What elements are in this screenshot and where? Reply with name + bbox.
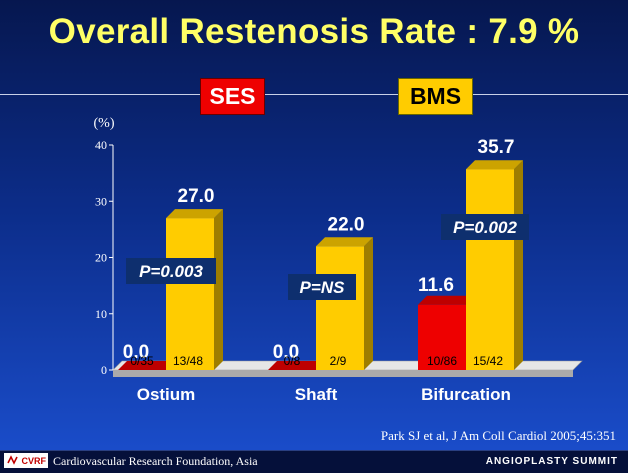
- ses-count-label: 0/35: [130, 354, 154, 368]
- ses-bar-top: [118, 361, 175, 370]
- y-tick-label: 30: [95, 194, 107, 208]
- ses-count-label: 10/86: [427, 354, 457, 368]
- y-tick-label: 0: [101, 363, 107, 377]
- y-axis-label: (%): [94, 116, 115, 131]
- cvrf-logo: CVRF: [4, 453, 48, 468]
- bms-count-label: 2/9: [330, 354, 347, 368]
- bms-bar-top: [316, 237, 373, 247]
- ses-bar: [418, 304, 466, 370]
- category-label: Bifurcation: [421, 385, 511, 404]
- bms-bar: [466, 169, 514, 370]
- pvalue-label: P=NS: [300, 278, 346, 297]
- event-name: ANGIOPLASTY SUMMIT: [485, 456, 618, 467]
- bms-value-label: 22.0: [328, 214, 365, 235]
- pvalue-label: P=0.002: [453, 218, 517, 237]
- pvalue-label: P=0.003: [139, 262, 203, 281]
- ses-value-label: 0.0: [273, 342, 299, 363]
- chart-floor-edge: [113, 370, 573, 377]
- slide-title: Overall Restenosis Rate : 7.9 %: [48, 12, 580, 51]
- ses-bar-top: [268, 361, 325, 370]
- logo-mark-icon: [7, 455, 18, 465]
- title-divider: [0, 94, 628, 95]
- legend-bms: BMS: [398, 78, 473, 115]
- citation: Park SJ et al, J Am Coll Cardiol 2005;45…: [380, 428, 616, 443]
- ses-bar-top: [418, 295, 475, 305]
- bms-bar-top: [466, 160, 523, 170]
- ses-value-label: 11.6: [418, 275, 454, 296]
- bms-value-label: 35.7: [478, 137, 515, 158]
- organization-name: Cardiovascular Research Foundation, Asia: [53, 454, 258, 468]
- bms-count-label: 13/48: [173, 354, 203, 368]
- category-label: Ostium: [137, 385, 196, 404]
- bms-bar-side: [214, 209, 223, 370]
- footer-bar: [0, 450, 628, 473]
- bms-bar: [166, 218, 214, 370]
- pvalue-box: [288, 274, 356, 300]
- bms-bar: [316, 246, 364, 370]
- bms-bar-top: [166, 209, 223, 219]
- pvalue-box: [126, 258, 216, 284]
- bms-value-label: 27.0: [178, 186, 215, 207]
- y-tick-label: 20: [95, 251, 107, 265]
- category-label: Shaft: [295, 385, 338, 404]
- logo-text: CVRF: [21, 455, 47, 466]
- bms-bar-side: [364, 237, 373, 370]
- y-tick-label: 40: [95, 138, 107, 152]
- legend-ses: SES: [200, 78, 265, 115]
- pvalue-box: [441, 214, 529, 240]
- y-tick-label: 10: [95, 307, 107, 321]
- ses-count-label: 0/8: [284, 354, 301, 368]
- ses-value-label: 0.0: [123, 342, 149, 363]
- bms-count-label: 15/42: [473, 354, 503, 368]
- bms-bar-side: [514, 160, 523, 370]
